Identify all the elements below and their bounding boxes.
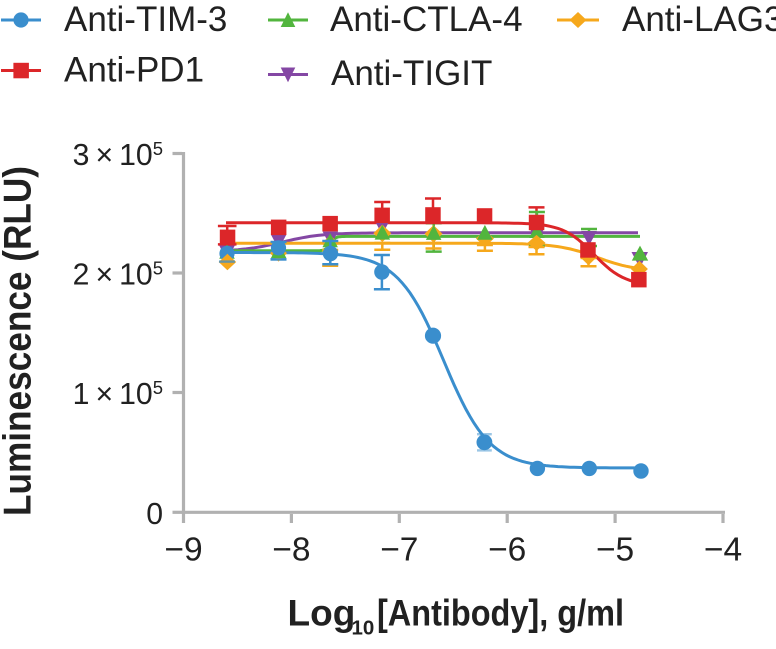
svg-text:[Antibody], g/ml: [Antibody], g/ml <box>377 593 624 634</box>
svg-text:Luminescence (RLU): Luminescence (RLU) <box>0 166 40 516</box>
svg-text:Log: Log <box>288 593 356 634</box>
svg-text:3 × 105: 3 × 105 <box>73 138 163 172</box>
svg-text:2 × 105: 2 × 105 <box>73 258 163 292</box>
svg-text:−5: −5 <box>596 532 634 569</box>
svg-text:−8: −8 <box>272 532 310 569</box>
svg-text:Anti-LAG3: Anti-LAG3 <box>622 0 776 39</box>
svg-text:−4: −4 <box>704 532 742 569</box>
svg-text:−6: −6 <box>488 532 526 569</box>
svg-text:0: 0 <box>146 498 163 531</box>
svg-text:10: 10 <box>352 617 375 640</box>
svg-text:Anti-TIGIT: Anti-TIGIT <box>331 54 492 93</box>
svg-text:−7: −7 <box>380 532 418 569</box>
svg-text:1 × 105: 1 × 105 <box>73 377 163 411</box>
svg-text:Anti-PD1: Anti-PD1 <box>64 51 204 90</box>
svg-text:Anti-CTLA-4: Anti-CTLA-4 <box>330 0 523 39</box>
svg-text:−9: −9 <box>164 532 202 569</box>
svg-text:Anti-TIM-3: Anti-TIM-3 <box>64 0 227 39</box>
